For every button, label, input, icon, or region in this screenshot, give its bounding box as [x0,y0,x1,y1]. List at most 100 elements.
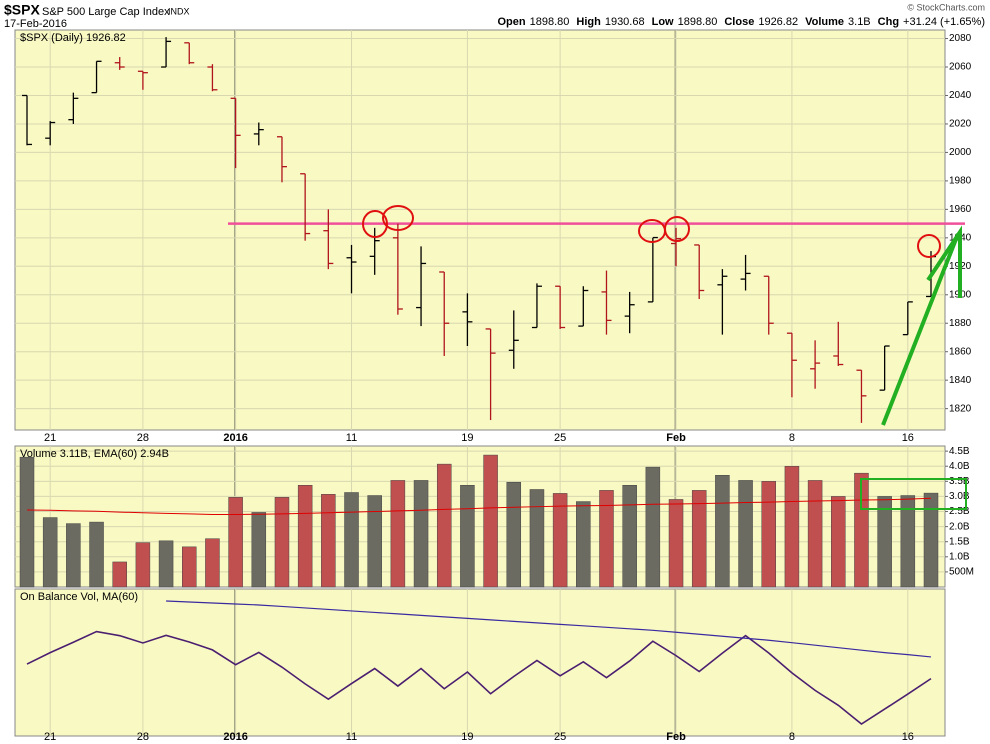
volume-bar [321,494,336,588]
y-tick-label: 3.5B [949,476,970,487]
y-tick-label: 1980 [949,176,972,187]
obv-line [166,600,932,658]
annotation-circle [362,210,388,238]
volume-bar [784,465,800,588]
x-tick-label: 11 [346,731,357,743]
quote-value: 3.1B [848,16,871,28]
y-tick-label: 1880 [949,318,972,329]
y-tick-label: 500M [949,567,974,578]
quote-label: Low [652,16,674,28]
quote-label: High [576,16,601,28]
y-tick-label: 2060 [949,62,972,73]
y-tick-label: 1.5B [949,536,970,547]
panel-legend: Volume 3.11B, EMA(60) 2.94B [20,448,169,460]
obv-line [26,630,932,725]
x-tick-label: 2016 [223,731,247,743]
x-tick-label: 28 [137,432,149,444]
panel-legend: On Balance Vol, MA(60) [20,591,138,603]
volume-bar [135,542,151,588]
annotation-circle [664,216,690,242]
volume-bar [691,490,707,588]
x-tick-label: 28 [137,731,149,743]
y-tick-label: 1820 [949,403,972,414]
volume-bar [506,481,522,588]
x-tick-label: 16 [902,432,914,444]
y-tick-label: 1.0B [949,551,970,562]
x-tick-label: Feb [666,731,686,743]
volume-bar [182,546,197,588]
x-tick-label: 16 [902,731,914,743]
volume-bar [715,475,730,588]
exchange: INDX [168,6,190,16]
volume-bar [390,480,406,588]
volume-bar [112,561,127,588]
y-tick-label: 4.0B [949,461,970,472]
volume-bar [367,495,382,588]
x-tick-label: 19 [461,731,473,743]
date: 17-Feb-2016 [4,18,67,30]
y-tick-label: 2080 [949,33,972,44]
volume-bar [854,472,869,588]
annotation-arrow [881,233,960,426]
x-tick-label: 2016 [223,432,247,444]
x-tick-label: Feb [666,432,686,444]
volume-bar [344,492,359,588]
volume-bar [436,463,452,588]
x-tick-label: 11 [346,432,357,444]
y-tick-label: 2040 [949,90,972,101]
x-tick-label: 25 [554,731,566,743]
volume-bar [622,485,637,588]
volume-bar [668,499,684,588]
index-name: S&P 500 Large Cap Index [42,6,170,18]
volume-bar [483,454,498,588]
annotation-arrowhead [926,225,962,298]
volume-bar [42,517,58,588]
volume-bar [900,495,916,588]
panel-background [14,445,946,588]
volume-bar [529,489,545,588]
y-tick-label: 2000 [949,147,972,158]
volume-bar [251,512,267,588]
y-tick-label: 2.0B [949,521,970,532]
panel-background [14,588,946,737]
quote: Open 1898.80 High 1930.68 Low 1898.80 Close 192… [497,16,985,28]
quote-value: 1898.80 [530,16,570,28]
x-tick-label: 8 [789,731,795,743]
quote-value: 1898.80 [678,16,718,28]
quote-value: +31.24 (+1.65%) [903,16,985,28]
quote-label: Chg [878,16,899,28]
quote-value: 1926.82 [758,16,798,28]
volume-bar [877,496,892,588]
volume-bar [807,480,823,588]
volume-bar [19,456,35,588]
y-tick-label: 2.5B [949,506,970,517]
panel-background [14,29,946,431]
ema-line [26,497,932,516]
y-tick-label: 1960 [949,204,972,215]
quote-label: Open [497,16,525,28]
symbol: $SPX [4,2,40,18]
y-tick-label: 2020 [949,119,972,130]
volume-bar [228,497,243,588]
volume-bar [460,485,475,588]
quote-value: 1930.68 [605,16,645,28]
panel-legend: $SPX (Daily) 1926.82 [20,32,126,44]
volume-bar [297,485,313,588]
source: © StockCharts.com [907,2,985,12]
y-tick-label: 3.0B [949,491,970,502]
volume-bar [576,501,591,588]
volume-bar [923,492,939,588]
quote-label: Close [724,16,754,28]
x-tick-label: 25 [554,432,566,444]
volume-bar [645,466,661,588]
volume-bar [599,490,614,588]
y-tick-label: 4.5B [949,446,970,457]
quote-label: Volume [805,16,844,28]
y-tick-label: 1840 [949,375,972,386]
y-tick-label: 1860 [949,346,972,357]
volume-bar [66,523,81,588]
volume-bar [413,480,429,588]
volume-bar [738,480,753,588]
x-tick-label: 21 [44,731,56,743]
